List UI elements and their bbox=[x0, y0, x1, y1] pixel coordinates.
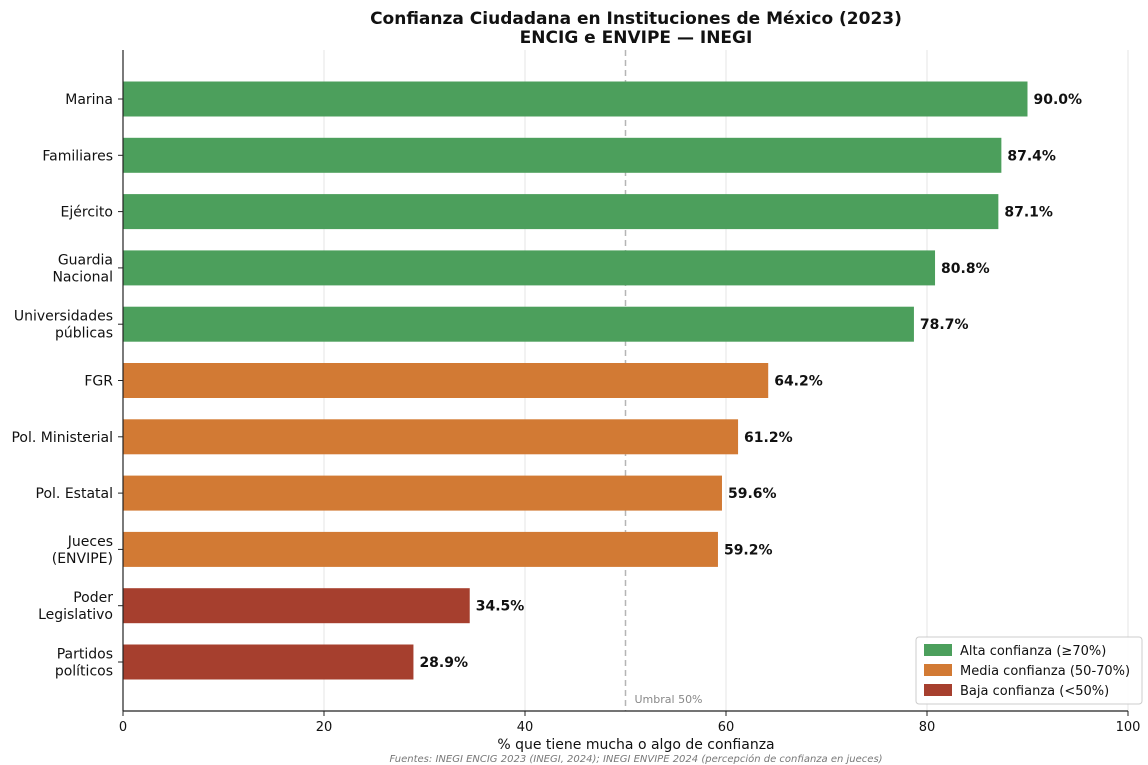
category-label: (ENVIPE) bbox=[52, 551, 113, 567]
legend-swatch bbox=[924, 644, 952, 656]
bar-value-label: 59.2% bbox=[724, 542, 773, 558]
legend-swatch bbox=[924, 684, 952, 696]
category-label: Jueces bbox=[67, 534, 113, 550]
category-label: Pol. Estatal bbox=[36, 486, 113, 502]
category-label: Guardia bbox=[58, 252, 113, 268]
category-label: Familiares bbox=[42, 148, 113, 164]
x-tick-label: 40 bbox=[517, 720, 534, 735]
bar-value-label: 28.9% bbox=[419, 655, 468, 671]
bar-value-label: 78.7% bbox=[920, 317, 969, 333]
bar-value-label: 34.5% bbox=[476, 599, 525, 615]
legend-entry-label: Alta confianza (≥70%) bbox=[960, 644, 1106, 659]
x-tick-label: 100 bbox=[1116, 720, 1141, 735]
bar-value-label: 61.2% bbox=[744, 430, 793, 446]
bar bbox=[123, 419, 739, 455]
bar bbox=[123, 475, 722, 511]
bar-value-label: 87.4% bbox=[1007, 148, 1056, 164]
x-axis-label: % que tiene mucha o algo de confianza bbox=[497, 737, 774, 753]
category-label: Marina bbox=[65, 92, 113, 108]
chart-title: Confianza Ciudadana en Instituciones de … bbox=[370, 9, 902, 29]
category-label: Universidades bbox=[14, 309, 113, 325]
bar-value-label: 87.1% bbox=[1004, 205, 1053, 221]
bar bbox=[123, 137, 1002, 173]
category-label: Poder bbox=[73, 590, 113, 606]
x-tick-label: 60 bbox=[718, 720, 735, 735]
source-note: Fuentes: INEGI ENCIG 2023 (INEGI, 2024);… bbox=[389, 753, 882, 765]
bar-value-label: 90.0% bbox=[1034, 92, 1083, 108]
category-label: políticos bbox=[55, 664, 113, 680]
bar-value-label: 59.6% bbox=[728, 486, 777, 502]
bar bbox=[123, 194, 999, 230]
category-label: Ejército bbox=[61, 205, 113, 221]
category-label: Legislativo bbox=[38, 607, 113, 623]
chart-subtitle: ENCIG e ENVIPE — INEGI bbox=[520, 28, 753, 48]
bar bbox=[123, 306, 914, 342]
legend-entry-label: Media confianza (50-70%) bbox=[960, 664, 1130, 679]
bar bbox=[123, 363, 769, 398]
bar bbox=[123, 250, 936, 286]
bar bbox=[123, 81, 1028, 117]
legend-swatch bbox=[924, 664, 952, 676]
category-label: Nacional bbox=[52, 269, 113, 285]
legend-entry-label: Baja confianza (<50%) bbox=[960, 684, 1109, 699]
category-label: Pol. Ministerial bbox=[11, 430, 113, 446]
category-label: FGR bbox=[84, 374, 113, 390]
bar bbox=[123, 588, 470, 624]
x-tick-label: 80 bbox=[919, 720, 936, 735]
bar bbox=[123, 644, 414, 680]
x-tick-label: 20 bbox=[316, 720, 333, 735]
category-label: Partidos bbox=[57, 647, 113, 663]
x-tick-label: 0 bbox=[119, 720, 127, 735]
category-label: públicas bbox=[55, 326, 113, 342]
bar-value-label: 64.2% bbox=[774, 374, 823, 390]
bar-value-label: 80.8% bbox=[941, 261, 990, 277]
legend-box bbox=[915, 636, 1143, 705]
threshold-label: Umbral 50% bbox=[635, 693, 703, 706]
bar bbox=[123, 531, 718, 567]
